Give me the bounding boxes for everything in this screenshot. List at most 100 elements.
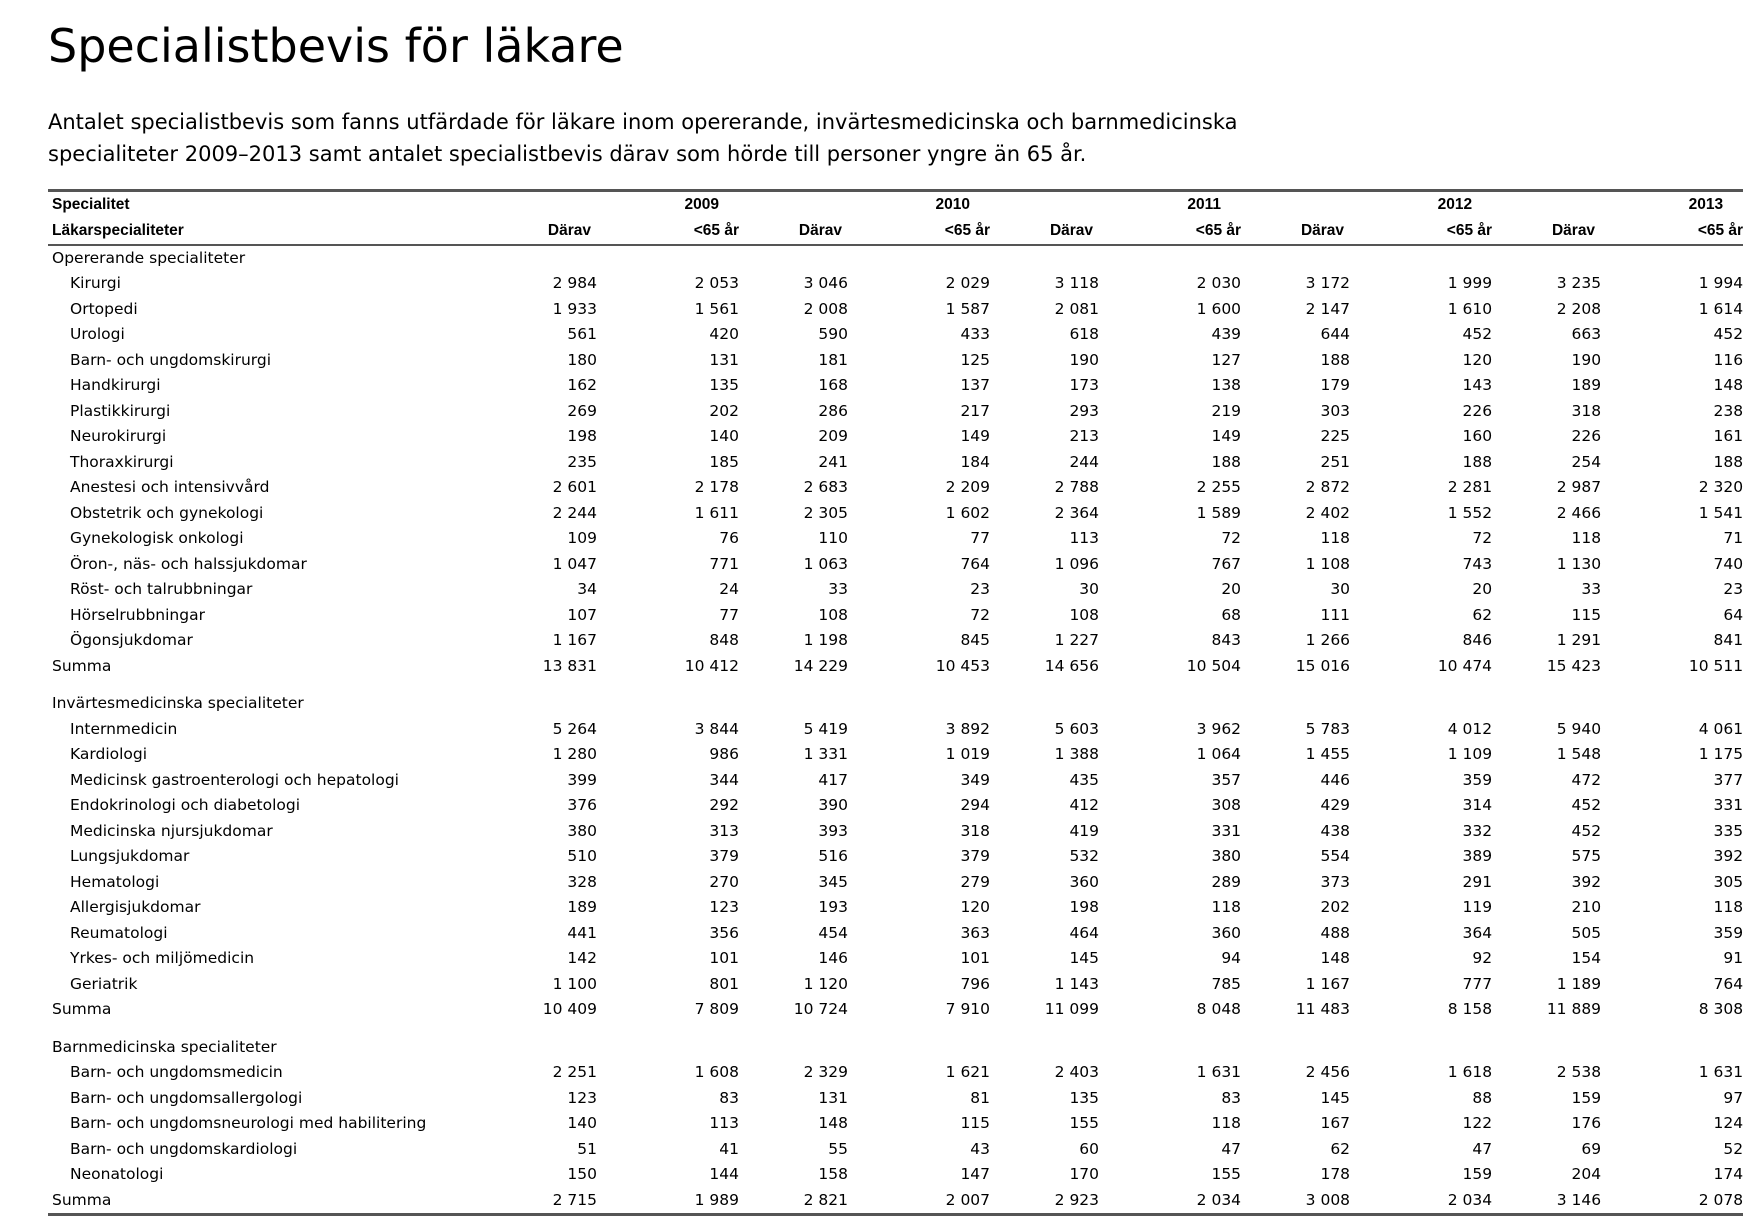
under65-cell bbox=[1099, 691, 1241, 717]
count-cell: 1 189 bbox=[1556, 974, 1602, 993]
under65-cell: 116 bbox=[1713, 350, 1744, 369]
count-cell: 516 bbox=[818, 847, 849, 865]
count-cell: 2 244 bbox=[552, 503, 597, 522]
count-cell: 532 bbox=[1069, 847, 1100, 865]
darav-header: Därav bbox=[488, 218, 597, 246]
under65-cell: 291 bbox=[1462, 872, 1493, 891]
table-row: Barn- och ungdomsneurologi med habiliter… bbox=[48, 1111, 1743, 1137]
under65-cell: 143 bbox=[1462, 376, 1493, 394]
count-cell: 446 bbox=[1320, 770, 1351, 789]
count-cell: 10 409 bbox=[542, 1000, 597, 1018]
under65-cell bbox=[597, 245, 739, 272]
count-cell: 213 bbox=[1069, 427, 1100, 445]
count-cell bbox=[1492, 1023, 1601, 1035]
count-cell bbox=[739, 679, 848, 691]
table-row: Gynekologisk onkologi 109 76 110 77 113 72 118 7… bbox=[48, 526, 1743, 552]
count-cell: 2 364 bbox=[1054, 503, 1100, 522]
table-row: Anestesi och intensivvård 2 601 2 178 2 683… bbox=[48, 475, 1743, 501]
under65-cell: 20 bbox=[1221, 580, 1242, 598]
count-cell: 173 bbox=[1069, 376, 1100, 394]
count-cell: 2 402 bbox=[1305, 503, 1351, 522]
count-cell: 254 bbox=[1571, 452, 1602, 471]
under65-cell: 10 504 bbox=[1186, 656, 1242, 675]
under65-cell bbox=[848, 691, 990, 717]
count-cell: 1 291 bbox=[1556, 631, 1602, 649]
count-cell: 3 046 bbox=[803, 274, 849, 292]
count-cell: 30 bbox=[1079, 580, 1100, 598]
under65-cell: 1 541 bbox=[1698, 503, 1744, 522]
under65-cell: 846 bbox=[1462, 631, 1493, 649]
count-cell: 1 047 bbox=[552, 554, 597, 573]
count-cell bbox=[739, 1023, 848, 1035]
under65-cell: 1 611 bbox=[694, 503, 740, 522]
count-cell: 107 bbox=[567, 605, 597, 624]
count-cell bbox=[739, 245, 848, 272]
under65-cell: 785 bbox=[1211, 974, 1242, 993]
count-cell: 15 423 bbox=[1546, 656, 1602, 675]
under65-cell bbox=[1099, 679, 1241, 691]
table-body: Opererande specialiteter Kirurgi 2 984 2 05… bbox=[48, 245, 1744, 1216]
count-cell: 1 548 bbox=[1556, 745, 1602, 763]
count-cell: 11 483 bbox=[1295, 1000, 1351, 1018]
under65-cell: 2 029 bbox=[945, 274, 991, 292]
count-cell: 590 bbox=[818, 325, 849, 343]
under65-cell: 23 bbox=[970, 580, 991, 598]
count-cell: 118 bbox=[1320, 529, 1351, 547]
table-row: Öron-, näs- och halssjukdomar 1 047 771 1 0… bbox=[48, 552, 1743, 578]
under65-cell: 202 bbox=[709, 401, 740, 420]
count-cell: 5 940 bbox=[1556, 719, 1602, 738]
under65-cell: 2 078 bbox=[1601, 1187, 1744, 1216]
under65-cell: 392 bbox=[1713, 847, 1744, 865]
under65-cell: 3 844 bbox=[694, 719, 740, 738]
under65-cell: 1 552 bbox=[1447, 503, 1493, 522]
under65-cell: 743 bbox=[1462, 554, 1493, 573]
count-cell: 1 063 bbox=[803, 554, 849, 573]
count-cell: 1 130 bbox=[1556, 554, 1602, 573]
under65-cell: 331 bbox=[1713, 796, 1744, 814]
count-cell: 328 bbox=[567, 872, 597, 891]
under65-cell: 764 bbox=[1713, 974, 1744, 993]
table-description: Antalet specialistbevis som fanns utfärd… bbox=[48, 110, 1238, 166]
under65-cell: 2 034 bbox=[1350, 1187, 1493, 1216]
count-cell: 510 bbox=[567, 847, 597, 865]
under65-cell: 1 589 bbox=[1196, 503, 1242, 522]
subheader-row: Läkarspecialiteter Därav <65 år Därav <6… bbox=[48, 218, 1744, 246]
count-cell bbox=[1241, 1023, 1350, 1035]
under65-cell: 357 bbox=[1211, 770, 1242, 789]
count-cell bbox=[488, 245, 597, 272]
under65-cell: 140 bbox=[709, 427, 740, 445]
table-row: Yrkes- och miljömedicin 142 101 146 101 145 94… bbox=[48, 946, 1743, 972]
count-cell: 108 bbox=[818, 605, 849, 624]
count-cell: 202 bbox=[1320, 898, 1351, 916]
count-cell: 5 603 bbox=[1054, 719, 1100, 738]
summa-row: Summa 10 409 7 809 10 724 7 910 11 099 8 048 11… bbox=[48, 997, 1743, 1023]
count-cell: 33 bbox=[828, 580, 849, 598]
under65-cell: 10 511 bbox=[1688, 656, 1744, 675]
count-cell: 60 bbox=[1079, 1139, 1100, 1158]
under65-cell: 796 bbox=[960, 974, 991, 993]
summa-row-label: Summa bbox=[52, 656, 112, 675]
under65-cell: 115 bbox=[960, 1114, 991, 1132]
count-cell: 269 bbox=[567, 401, 597, 420]
count-cell: 142 bbox=[567, 949, 597, 967]
summa-row: Summa 13 831 10 412 14 229 10 453 14 656 10 50… bbox=[48, 654, 1743, 680]
count-cell: 180 bbox=[567, 350, 597, 369]
under65-cell: 113 bbox=[709, 1114, 740, 1132]
under65-cell: 380 bbox=[1211, 847, 1242, 865]
table-row: Barn- och ungdomskardiologi 51 41 55 43 60 47 6… bbox=[48, 1137, 1743, 1163]
under65-cell: 1 600 bbox=[1196, 299, 1242, 318]
under65-cell: 344 bbox=[709, 770, 740, 789]
section-heading: Invärtesmedicinska specialiteter bbox=[48, 691, 1743, 717]
under65-cell: 77 bbox=[719, 605, 740, 624]
table-row-label: Öron-, näs- och halssjukdomar bbox=[70, 554, 307, 573]
count-cell: 2 987 bbox=[1556, 478, 1602, 496]
under65-cell: 1 989 bbox=[597, 1187, 740, 1216]
count-cell: 14 229 bbox=[793, 656, 849, 675]
under65-cell: 1 587 bbox=[945, 299, 991, 318]
table-row-label: Röst- och talrubbningar bbox=[70, 580, 253, 598]
under65-cell: 767 bbox=[1211, 554, 1242, 573]
count-cell: 3 008 bbox=[1241, 1187, 1351, 1216]
count-cell: 5 419 bbox=[803, 719, 849, 738]
under65-cell: 2 053 bbox=[694, 274, 740, 292]
table-row: Ögonsjukdomar 1 167 848 1 198 845 1 227 843 1 2… bbox=[48, 628, 1743, 654]
